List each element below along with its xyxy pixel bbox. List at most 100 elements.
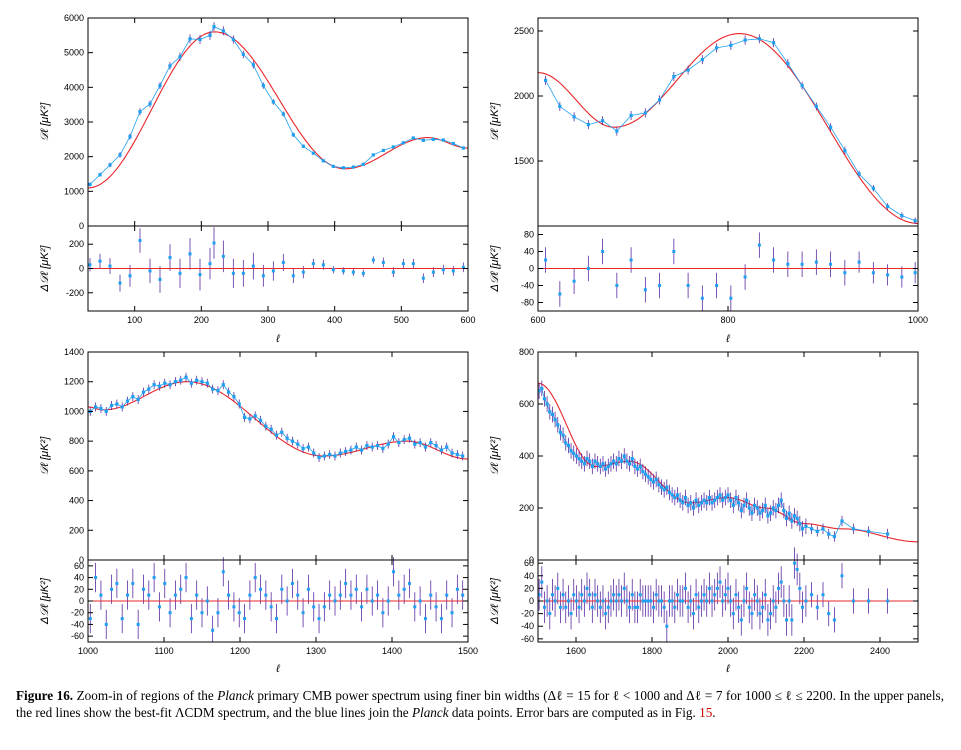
y-tick-label: -20: [71, 608, 84, 618]
residual-point: [561, 593, 565, 597]
data-point: [654, 477, 658, 481]
residual-point: [644, 599, 648, 603]
data-point: [429, 441, 433, 445]
residual-point: [455, 587, 459, 591]
data-point: [198, 37, 202, 42]
data-point: [128, 134, 132, 139]
data-point: [251, 63, 255, 67]
data-point: [763, 503, 767, 507]
data-point: [317, 455, 321, 460]
residual-point: [747, 605, 751, 609]
residual-point: [306, 587, 310, 591]
data-point: [291, 133, 295, 137]
residual-point: [886, 273, 890, 277]
residual-point: [370, 599, 374, 603]
data-point: [715, 46, 719, 50]
data-point: [827, 532, 831, 536]
residual-point: [261, 274, 265, 278]
data-point: [344, 449, 348, 454]
y-tick-label: -40: [521, 621, 534, 631]
y-tick-label: 200: [69, 525, 84, 535]
data-point: [700, 58, 704, 62]
residual-point: [259, 587, 263, 591]
residual-point: [686, 284, 690, 287]
residual-point: [629, 258, 633, 262]
residual-point: [745, 586, 749, 590]
residual-point: [271, 269, 275, 273]
caption-planck-1: Planck: [217, 688, 254, 703]
residual-point: [545, 599, 549, 603]
residual-point: [913, 271, 917, 275]
residual-point: [195, 593, 199, 597]
residual-point: [280, 587, 284, 591]
data-point: [731, 503, 735, 507]
data-point: [200, 380, 204, 384]
data-point: [750, 511, 754, 515]
residual-point: [333, 599, 337, 603]
data-point: [296, 442, 300, 446]
data-point: [771, 506, 775, 510]
residual-point: [274, 617, 278, 621]
data-point: [195, 378, 199, 382]
x-axis-label: ℓ: [725, 663, 730, 675]
data-point: [871, 186, 875, 190]
data-point: [776, 503, 781, 507]
data-point: [601, 119, 605, 123]
y-tick-label: 2000: [64, 152, 84, 162]
data-point: [683, 496, 688, 500]
data-point: [421, 138, 425, 142]
residual-point: [782, 599, 786, 603]
data-point: [544, 78, 548, 82]
residual-point: [349, 593, 353, 597]
x-tick-label: 2400: [870, 646, 890, 656]
caption-figure-link[interactable]: 15: [699, 704, 713, 720]
data-point: [678, 498, 682, 502]
residual-point: [104, 622, 108, 626]
data-point: [413, 442, 417, 446]
y-tick-label: 1500: [514, 156, 534, 166]
residual-point: [586, 267, 590, 270]
spectrum-plot-area: [88, 372, 468, 462]
residual-point: [311, 262, 315, 266]
residual-point: [681, 599, 685, 603]
data-join-line: [538, 387, 888, 538]
data-join-line: [89, 26, 464, 185]
residual-point: [461, 593, 465, 597]
data-point: [590, 464, 594, 468]
x-axis-label: ℓ: [725, 333, 730, 345]
data-point: [99, 406, 103, 411]
residual-point: [376, 593, 380, 597]
data-point: [542, 397, 547, 401]
data-point: [115, 402, 119, 406]
y-tick-label: 0: [79, 264, 84, 274]
data-point: [285, 436, 289, 440]
spectrum-panel-2: 1500 2000 2500 𝒟ℓ [μK²]: [489, 17, 919, 227]
data-point: [814, 104, 818, 108]
residual-point: [231, 271, 235, 275]
data-point: [331, 164, 335, 168]
data-point: [178, 55, 182, 59]
y-axis-label: 𝒟ℓ [μK²]: [39, 102, 51, 141]
residual-point: [569, 612, 573, 616]
data-point: [349, 448, 353, 452]
data-point: [625, 459, 629, 463]
residual-point: [558, 292, 562, 296]
data-point: [264, 424, 268, 428]
y-tick-label: 60: [74, 561, 84, 571]
residual-point: [163, 581, 167, 585]
data-point: [258, 418, 263, 422]
caption-text-3: data points. Error bars are computed as …: [448, 704, 700, 720]
residual-point: [381, 260, 385, 264]
y-tick-label: 40: [524, 571, 534, 581]
y-tick-label: 1400: [64, 347, 84, 357]
data-point: [572, 115, 576, 119]
residual-point: [705, 599, 709, 603]
data-point: [439, 448, 443, 452]
residual-point: [232, 605, 236, 609]
data-point: [136, 397, 140, 402]
data-point: [913, 219, 917, 223]
figure-caption: Figure 16. Zoom-in of regions of the Pla…: [16, 688, 944, 721]
residual-point: [441, 268, 445, 272]
y-axis-label: Δ𝒟ℓ [μK²]: [39, 245, 51, 293]
data-point: [321, 159, 325, 163]
